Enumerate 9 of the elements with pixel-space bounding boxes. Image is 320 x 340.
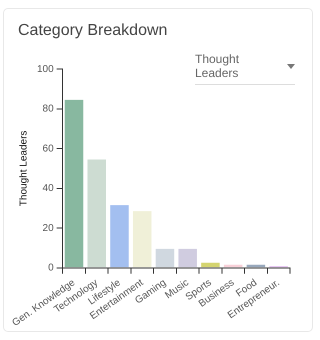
y-tick-label: 100	[36, 64, 54, 75]
y-tick-label: 40	[42, 183, 54, 194]
y-tick-label: 80	[42, 104, 54, 114]
y-axis-title: Thought Leaders	[18, 130, 30, 206]
y-tick-label: 0	[48, 262, 54, 274]
y-tick-label: 60	[42, 143, 54, 154]
y-tick-label: 20	[42, 222, 54, 234]
chart-subtitle: Thought Leaders	[195, 52, 240, 80]
chart-title: Category Breakdown	[18, 22, 168, 40]
